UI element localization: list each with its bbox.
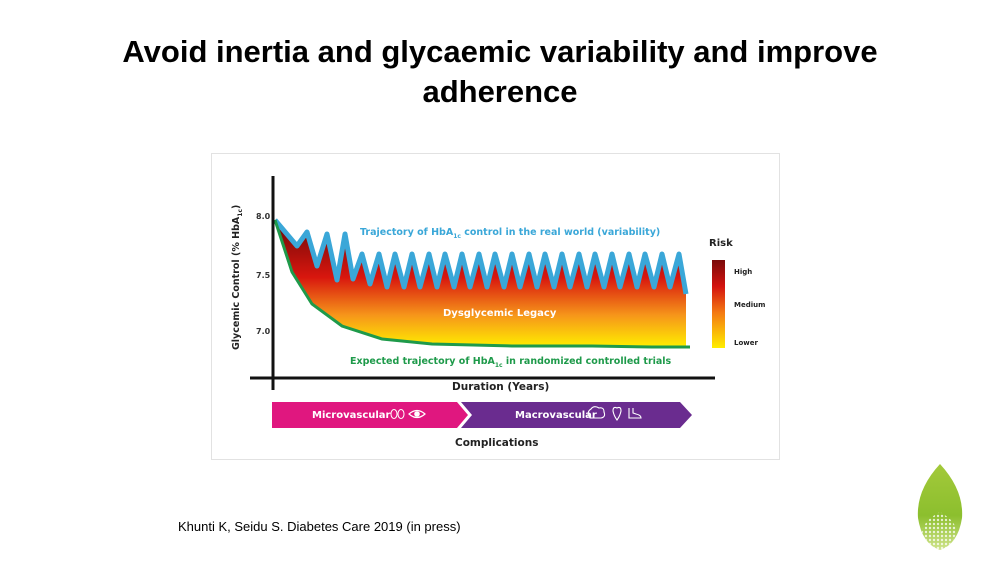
- risk-level-medium: Medium: [734, 301, 765, 309]
- leaf-logo-icon: [912, 462, 968, 557]
- macrovascular-arrow: [461, 402, 692, 428]
- dysglycemic-legacy-area: [275, 220, 686, 347]
- rct-label: Expected trajectory of HbA1c in randomiz…: [350, 356, 672, 369]
- microvascular-label: Microvascular: [312, 410, 391, 421]
- macrovascular-label: Macrovascular: [515, 410, 597, 421]
- y-axis-label: Glycemic Control (% HbA1c): [231, 205, 244, 350]
- title-line-2: adherence: [422, 74, 578, 109]
- citation: Khunti K, Seidu S. Diabetes Care 2019 (i…: [178, 519, 461, 534]
- title-line-1: Avoid inertia and glycaemic variability …: [122, 34, 878, 69]
- kidney-icon: [390, 409, 405, 419]
- y-tick-label: 8.0: [256, 212, 271, 221]
- complications-label: Complications: [455, 437, 538, 449]
- microvascular-arrow: [272, 402, 468, 428]
- brain-icon: [587, 406, 606, 419]
- foot-icon: [628, 408, 642, 419]
- y-tick-label: 7.0: [256, 327, 271, 336]
- glycemic-diagram: 8.0 7.5 7.0 Glycemic Control (% HbA1c) T…: [211, 153, 780, 460]
- dysglycemic-legacy-label: Dysglycemic Legacy: [443, 308, 557, 319]
- rct-trajectory-line: [273, 219, 690, 349]
- risk-level-lower: Lower: [734, 339, 758, 347]
- eye-icon: [408, 409, 426, 419]
- heart-icon: [612, 406, 622, 421]
- real-world-trajectory-line: [273, 218, 689, 295]
- y-tick-label: 7.5: [256, 271, 271, 280]
- risk-level-high: High: [734, 268, 752, 276]
- slide-title: Avoid inertia and glycaemic variability …: [60, 32, 940, 112]
- x-axis-label: Duration (Years): [452, 381, 549, 393]
- real-world-label: Trajectory of HbA1c control in the real …: [360, 227, 660, 240]
- risk-legend-title: Risk: [709, 238, 733, 249]
- risk-gradient-bar: [712, 260, 725, 348]
